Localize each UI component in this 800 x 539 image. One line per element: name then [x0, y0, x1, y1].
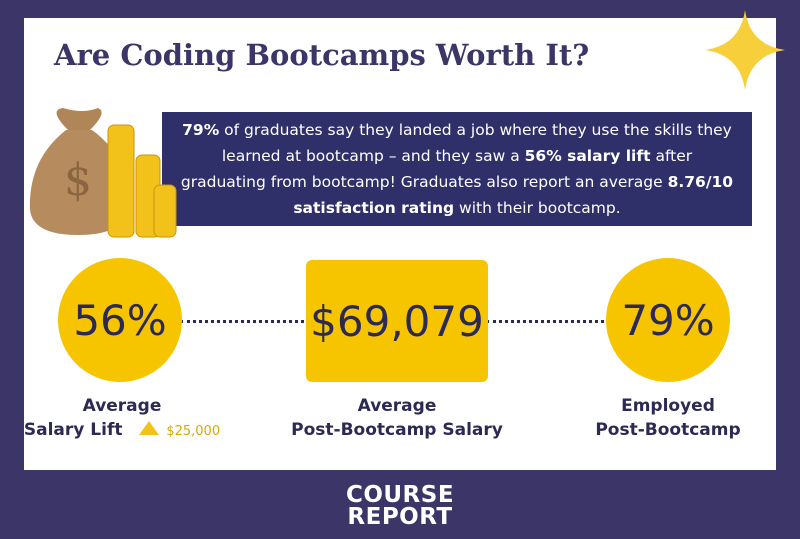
- stat-value: 79%: [621, 295, 715, 345]
- label-line: Average: [357, 396, 437, 416]
- highlight: 8.76/10 satisfaction rating: [293, 173, 734, 217]
- intro-banner: 79% of graduates say they landed a job w…: [162, 112, 752, 226]
- label-line: Average: [82, 396, 162, 416]
- intro-segment: with their bootcamp.: [454, 199, 621, 217]
- stat-box: $69,079: [306, 260, 488, 382]
- star: [705, 10, 785, 90]
- svg-text:$: $: [64, 155, 92, 206]
- logo: COURSE REPORT: [300, 482, 500, 530]
- title: Are Coding Bootcamps Worth It?: [54, 38, 590, 72]
- label-line: Post-Bootcamp: [595, 420, 741, 440]
- highlight: 79%: [182, 121, 220, 139]
- logo-line: REPORT: [347, 504, 453, 530]
- label-line: Employed: [621, 396, 715, 416]
- intro-text: 79% of graduates say they landed a job w…: [180, 117, 734, 221]
- stat-circle: 79%: [606, 258, 730, 382]
- money-bag: $: [29, 108, 177, 238]
- stat-value: $69,079: [310, 296, 484, 346]
- stat-value: 56%: [73, 295, 167, 345]
- highlight: 56% salary lift: [524, 147, 651, 165]
- note: $25,000: [166, 424, 221, 439]
- label-line: Salary Lift: [23, 420, 123, 440]
- logo-line: COURSE: [345, 482, 455, 508]
- intro-segment: of graduates say they landed a job where…: [219, 121, 732, 165]
- stat-label: Employed Post-Bootcamp: [548, 394, 788, 442]
- up-triangle: [139, 421, 160, 435]
- intro-segment: after graduating from bootcamp! Graduate…: [180, 147, 693, 191]
- connector: [486, 320, 611, 323]
- card: [24, 18, 776, 470]
- label-line: Post-Bootcamp Salary: [291, 420, 503, 440]
- stat-circle: 56%: [58, 258, 182, 382]
- stat-label: Average Post-Bootcamp Salary: [277, 394, 517, 442]
- connector: [180, 320, 310, 323]
- label-line: Salary Lift $25,000: [2, 418, 242, 444]
- stat-label: Average Salary Lift $25,000: [2, 394, 242, 444]
